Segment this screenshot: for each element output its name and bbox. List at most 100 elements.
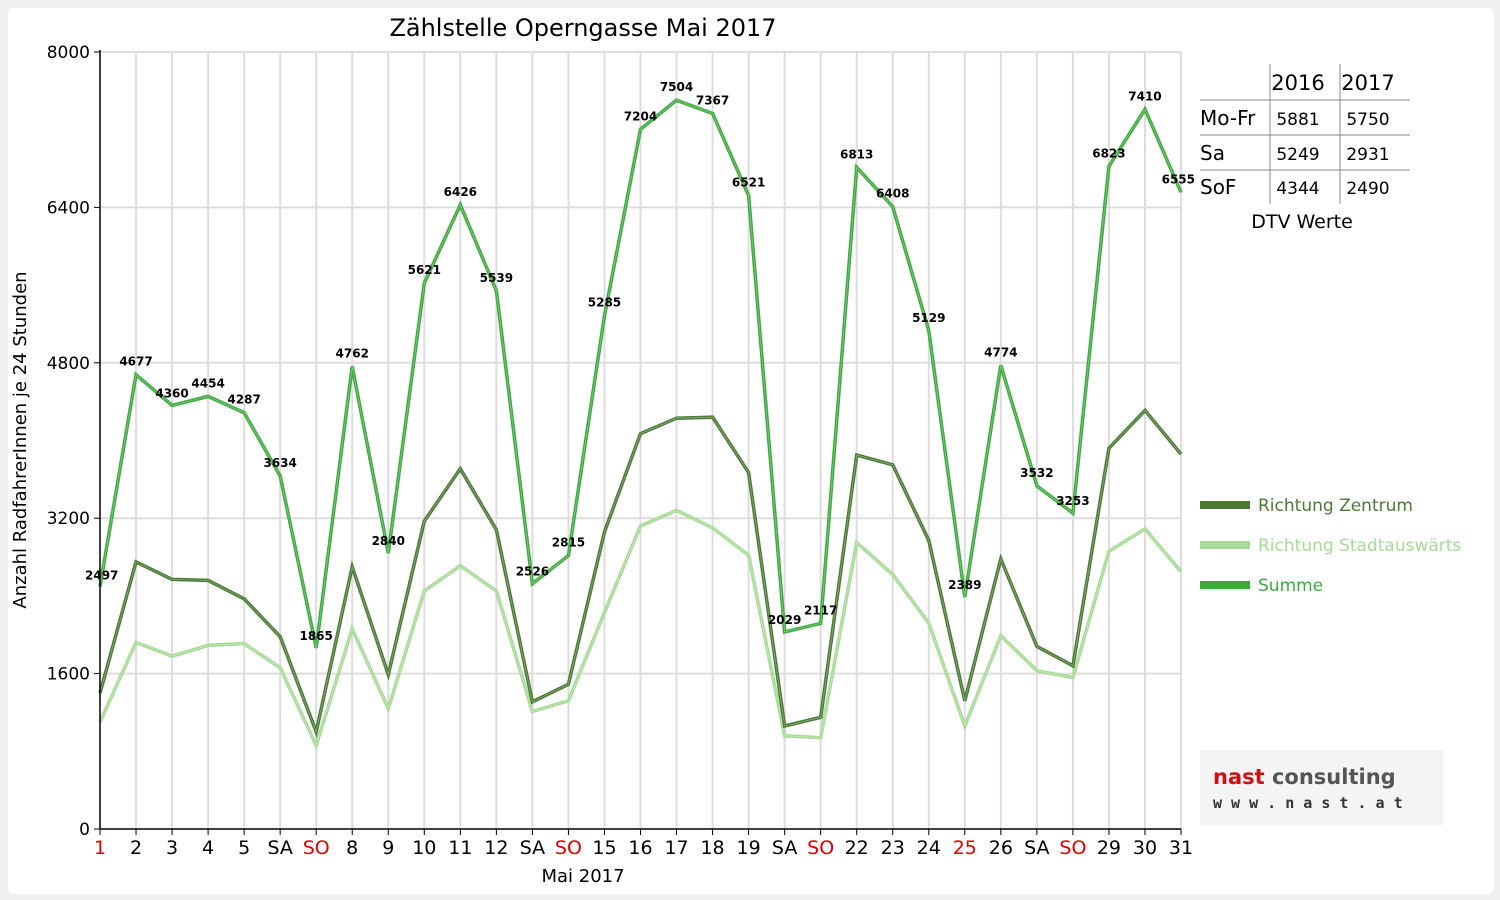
x-tick-label: SA — [1024, 837, 1049, 859]
data-label: 6521 — [732, 176, 765, 190]
table-cell: 5881 — [1276, 110, 1319, 130]
data-label: 4677 — [119, 355, 152, 369]
y-tick-label: 8000 — [47, 43, 90, 63]
x-tick-label: SA — [520, 837, 545, 859]
data-label: 6813 — [840, 147, 873, 161]
series-line-0 — [98, 407, 1183, 739]
data-label: 4360 — [155, 387, 188, 401]
data-label: 4454 — [191, 376, 224, 390]
x-tick-label: 26 — [989, 837, 1013, 859]
table-row-label: Sa — [1200, 141, 1225, 165]
x-tick-label: 18 — [700, 837, 724, 859]
legend-swatch — [1200, 541, 1250, 549]
table-header-2016: 2016 — [1271, 71, 1324, 95]
series-line-highlight-0 — [99, 409, 1182, 734]
y-tick-label: 4800 — [47, 354, 90, 374]
y-tick-label: 1600 — [47, 665, 90, 685]
series-line-2 — [98, 98, 1183, 649]
x-tick-label: 23 — [881, 837, 905, 859]
data-label: 2815 — [552, 536, 585, 550]
x-tick-label: 19 — [737, 837, 761, 859]
x-tick-label: 5 — [238, 837, 250, 859]
table-caption: DTV Werte — [1251, 211, 1353, 233]
data-label: 2497 — [85, 568, 118, 582]
logo-text-consulting: consulting — [1265, 765, 1396, 789]
data-label: 5621 — [408, 263, 441, 277]
table-cell: 5750 — [1346, 110, 1389, 130]
data-label: 5285 — [588, 296, 621, 310]
logo-url: w w w . n a s t . a t — [1213, 794, 1403, 812]
x-tick-label: 3 — [166, 837, 178, 859]
data-label: 1865 — [299, 629, 332, 643]
data-label: 2840 — [372, 534, 405, 548]
data-label: 6555 — [1162, 172, 1195, 186]
data-label: 5539 — [480, 271, 513, 285]
x-tick-label: 11 — [448, 837, 472, 859]
data-label: 4774 — [984, 345, 1017, 359]
logo-text-nast: nast — [1213, 765, 1265, 789]
dtv-table: 2016 2017 Mo-Fr 5881 5750 Sa 5249 2931 S… — [1200, 64, 1410, 233]
data-label: 7204 — [624, 109, 657, 123]
data-label: 4287 — [227, 393, 260, 407]
data-label: 3634 — [263, 456, 296, 470]
x-tick-label: 12 — [484, 837, 508, 859]
data-label: 5129 — [912, 311, 945, 325]
y-tick-label: 6400 — [47, 198, 90, 218]
x-tick-label: 10 — [412, 837, 436, 859]
y-tick-label: 3200 — [47, 509, 90, 529]
x-tick-label: SA — [267, 837, 292, 859]
table-cell: 5249 — [1276, 145, 1319, 165]
data-label: 7367 — [696, 93, 729, 107]
x-tick-label: SO — [807, 837, 834, 859]
x-tick-label: SO — [555, 837, 582, 859]
table-row-label: SoF — [1200, 175, 1236, 199]
series-line-1 — [98, 508, 1183, 751]
x-tick-label: 24 — [917, 837, 941, 859]
x-axis-label: Mai 2017 — [541, 866, 624, 887]
table-header-2017: 2017 — [1341, 71, 1394, 95]
data-label: 6426 — [444, 185, 477, 199]
chart-title: Zählstelle Operngasse Mai 2017 — [389, 14, 776, 42]
series-line-highlight-2 — [99, 99, 1182, 648]
x-tick-label: 1 — [94, 837, 106, 859]
nast-logo: nast consulting w w w . n a s t . a t — [1200, 750, 1443, 825]
logo-box — [1200, 750, 1443, 825]
grid — [100, 51, 1182, 829]
data-label: 2526 — [516, 565, 549, 579]
data-label: 3253 — [1056, 494, 1089, 508]
data-label: 7504 — [660, 80, 693, 94]
x-tick-label: 16 — [628, 837, 652, 859]
x-tick-label: 31 — [1169, 837, 1193, 859]
x-tick-label: 29 — [1097, 837, 1121, 859]
x-tick-label: 25 — [953, 837, 977, 859]
x-tick-label: 9 — [382, 837, 394, 859]
data-label: 2029 — [768, 613, 801, 627]
table-cell: 2490 — [1346, 179, 1389, 199]
x-tick-label: 15 — [592, 837, 616, 859]
legend-label: Richtung Zentrum — [1258, 496, 1413, 516]
data-label: 2389 — [948, 578, 981, 592]
x-tick-label: SO — [1059, 837, 1086, 859]
legend-label: Summe — [1258, 576, 1323, 596]
x-tick-label: 30 — [1133, 837, 1157, 859]
legend-swatch — [1200, 501, 1250, 509]
x-tick-label: 2 — [130, 837, 142, 859]
logo-text: nast consulting — [1213, 765, 1396, 789]
table-row-label: Mo-Fr — [1200, 106, 1256, 130]
legend-swatch — [1200, 581, 1250, 589]
x-tick-label: 8 — [346, 837, 358, 859]
x-tick-label: 4 — [202, 837, 214, 859]
y-tick-label: 0 — [79, 820, 90, 840]
x-tick-label: SA — [772, 837, 797, 859]
legend: Richtung Zentrum Richtung Stadtauswärts Su… — [1200, 496, 1461, 596]
series-line-highlight-1 — [99, 509, 1182, 747]
y-axis-label: Anzahl RadfahrerInnen je 24 Stunden — [10, 271, 31, 608]
data-label: 6408 — [876, 187, 909, 201]
data-label: 7410 — [1128, 89, 1161, 103]
table-cell: 2931 — [1346, 145, 1389, 165]
data-label: 6823 — [1092, 146, 1125, 160]
data-label: 2117 — [804, 603, 837, 617]
